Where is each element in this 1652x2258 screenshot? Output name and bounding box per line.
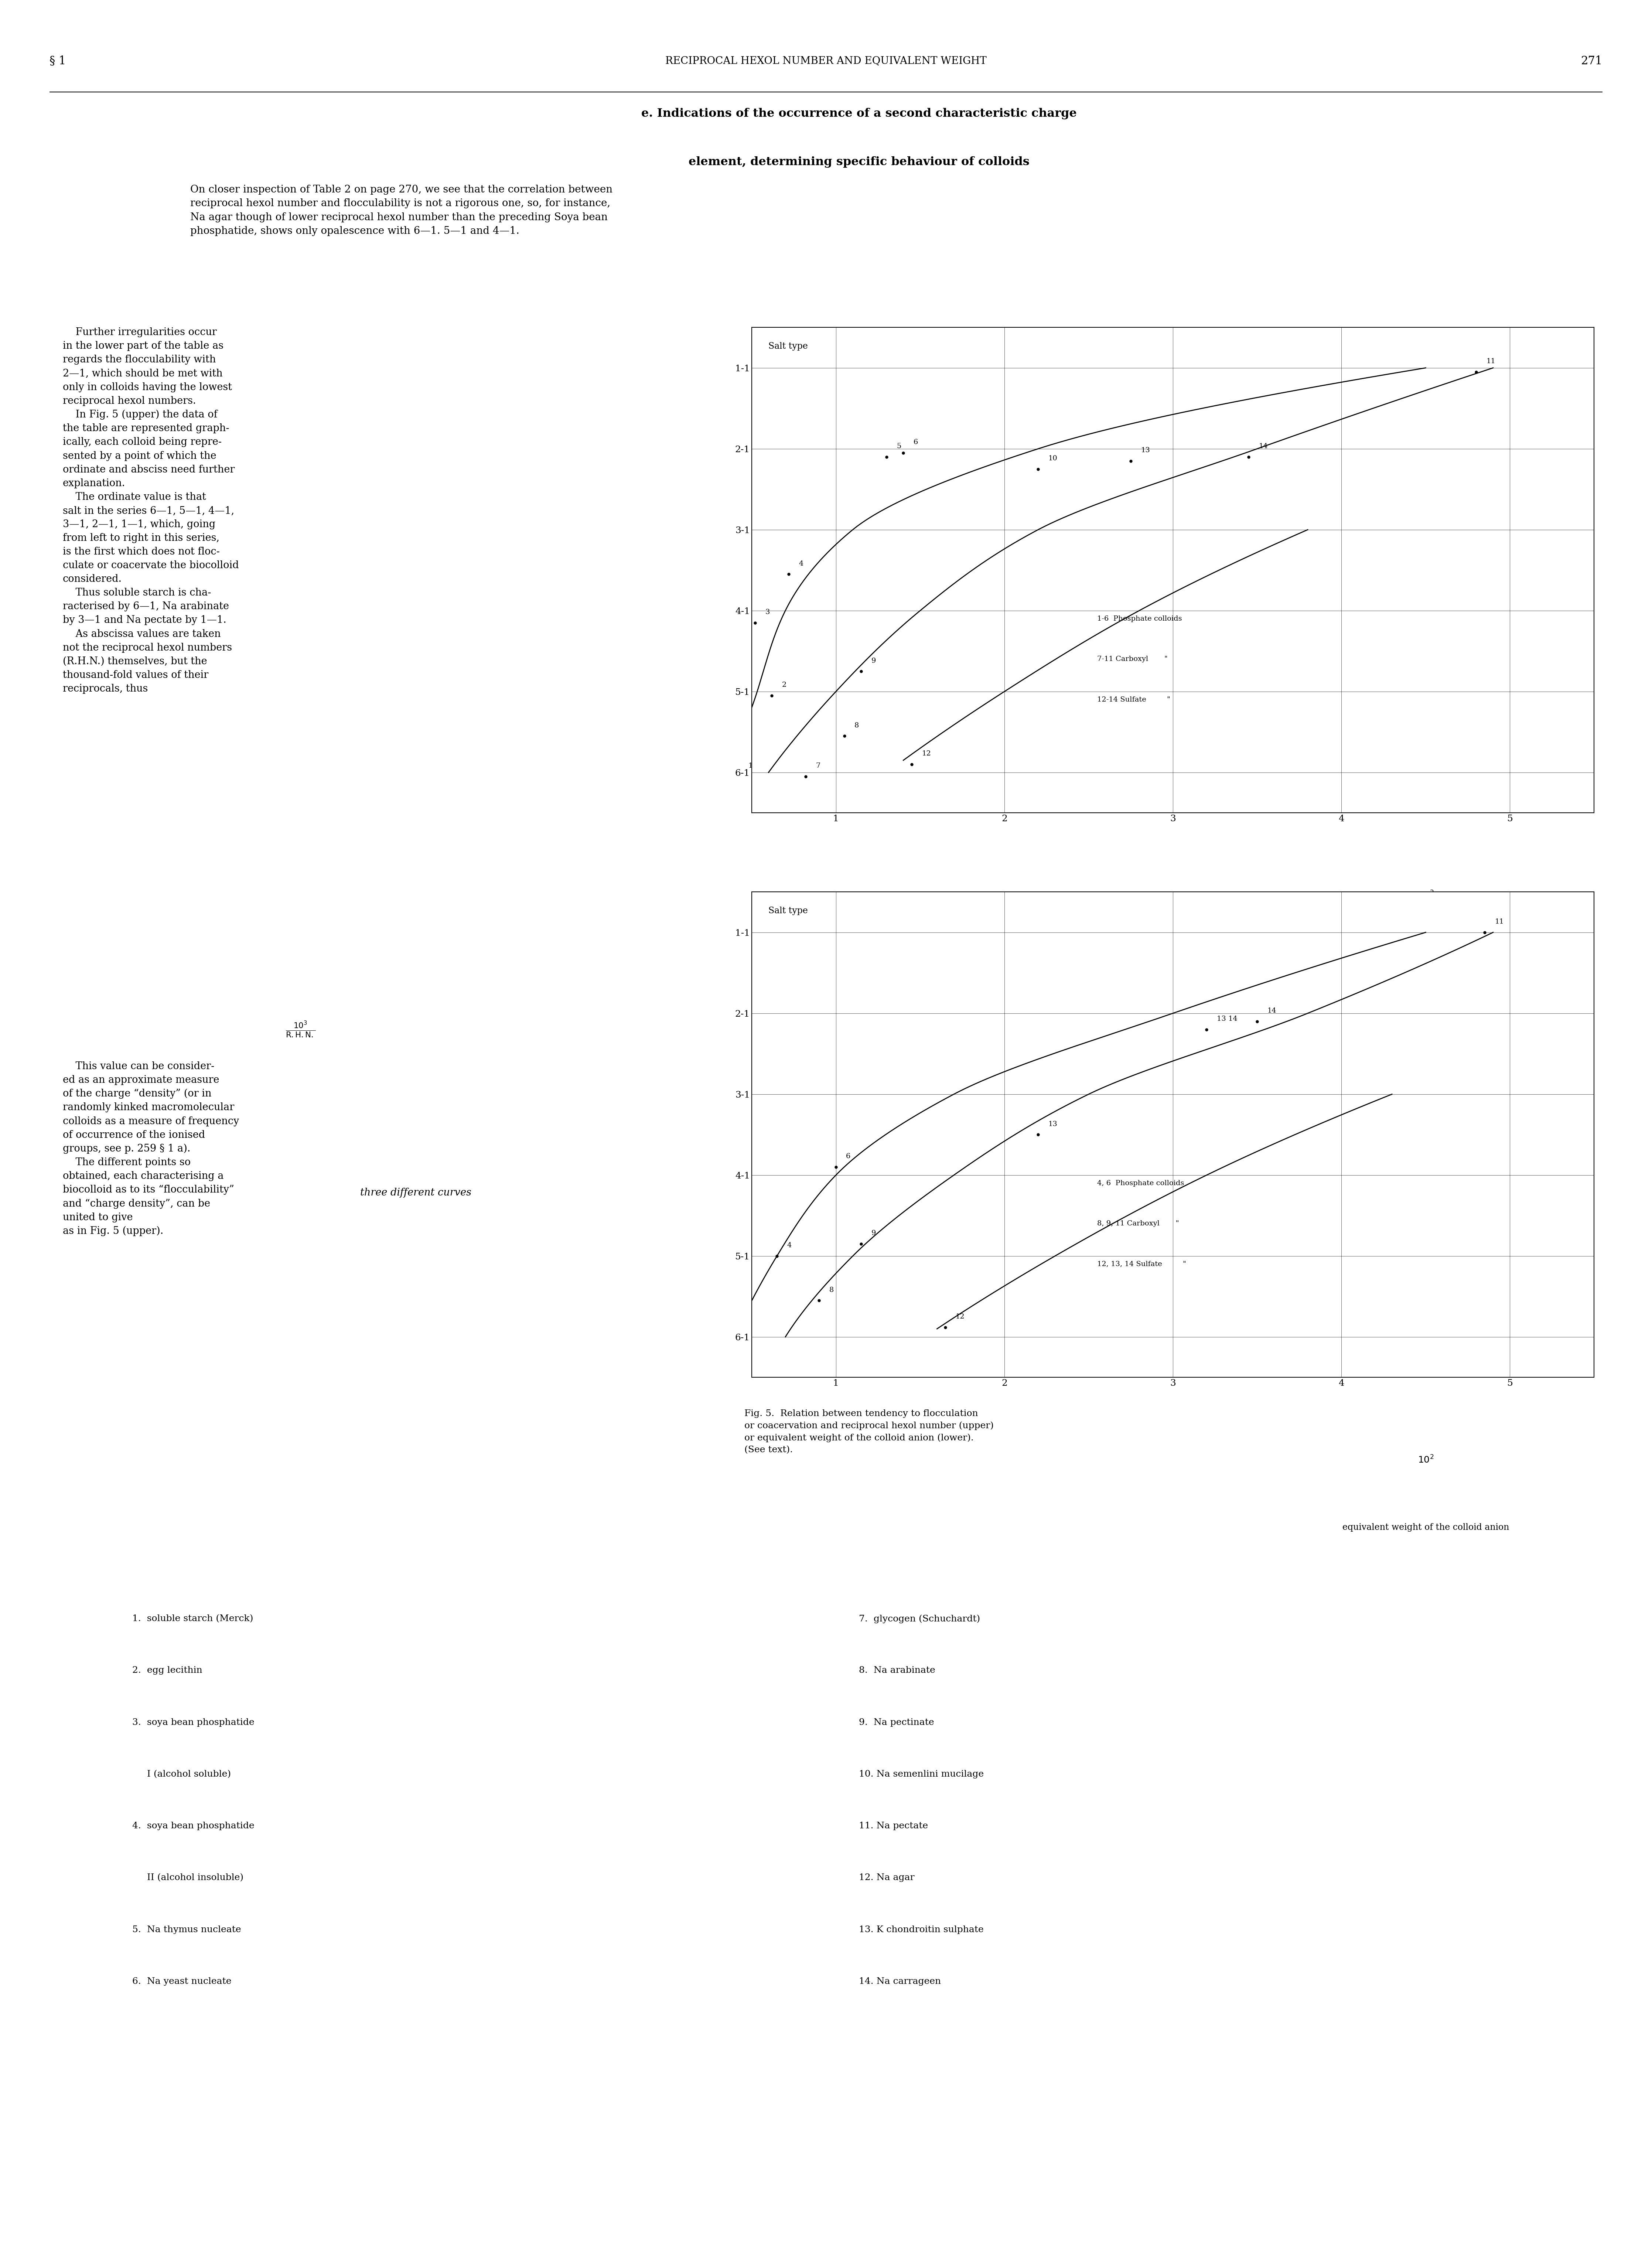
- Text: 7-11 Carboxyl       ": 7-11 Carboxyl ": [1097, 655, 1168, 662]
- Text: 13: 13: [1142, 447, 1150, 454]
- Text: 2: 2: [781, 682, 786, 689]
- Text: 7: 7: [816, 763, 821, 770]
- Text: element, determining specific behaviour of colloids: element, determining specific behaviour …: [689, 156, 1029, 167]
- Text: 14: 14: [1259, 443, 1269, 449]
- Text: $\frac{10^3}{\mathrm{R.H.N.}}$: $\frac{10^3}{\mathrm{R.H.N.}}$: [286, 1021, 316, 1039]
- Text: 271: 271: [1581, 54, 1602, 68]
- Text: 10: 10: [1049, 456, 1057, 463]
- Text: equivalent weight of the colloid anion: equivalent weight of the colloid anion: [1343, 1522, 1508, 1531]
- Text: 9.  Na pectinate: 9. Na pectinate: [859, 1718, 935, 1727]
- Text: 5: 5: [897, 443, 900, 449]
- Text: I (alcohol soluble): I (alcohol soluble): [132, 1770, 231, 1779]
- Text: 12: 12: [922, 750, 932, 756]
- Text: 12: 12: [955, 1314, 965, 1321]
- Text: 6.  Na yeast nucleate: 6. Na yeast nucleate: [132, 1978, 231, 1985]
- Text: three different curves: three different curves: [360, 1188, 471, 1197]
- Text: R.H.N.: R.H.N.: [1411, 957, 1441, 966]
- Text: 9: 9: [871, 657, 876, 664]
- Text: 2.  egg lecithin: 2. egg lecithin: [132, 1666, 202, 1675]
- Text: 7.  glycogen (Schuchardt): 7. glycogen (Schuchardt): [859, 1614, 980, 1624]
- Text: 11: 11: [1487, 359, 1495, 366]
- Text: RECIPROCAL HEXOL NUMBER AND EQUIVALENT WEIGHT: RECIPROCAL HEXOL NUMBER AND EQUIVALENT W…: [666, 56, 986, 65]
- Text: 8.  Na arabinate: 8. Na arabinate: [859, 1666, 935, 1675]
- Text: 4.  soya bean phosphatide: 4. soya bean phosphatide: [132, 1822, 254, 1831]
- Text: 11: 11: [1495, 919, 1503, 926]
- Text: 9: 9: [871, 1231, 876, 1237]
- Text: 8: 8: [829, 1287, 834, 1294]
- Text: 3.  soya bean phosphatide: 3. soya bean phosphatide: [132, 1718, 254, 1727]
- Text: II (alcohol insoluble): II (alcohol insoluble): [132, 1874, 243, 1883]
- Text: 12, 13, 14 Sulfate         ": 12, 13, 14 Sulfate ": [1097, 1260, 1186, 1267]
- Text: 8: 8: [854, 723, 859, 729]
- Text: This value can be consider-
ed as an approximate measure
of the charge “density”: This value can be consider- ed as an app…: [63, 1061, 240, 1235]
- Text: 13 14: 13 14: [1218, 1016, 1237, 1023]
- Text: 1.  soluble starch (Merck): 1. soluble starch (Merck): [132, 1614, 253, 1624]
- Text: Salt type: Salt type: [768, 341, 808, 350]
- Text: 4: 4: [800, 560, 803, 567]
- Text: Fig. 5.  Relation between tendency to flocculation
or coacervation and reciproca: Fig. 5. Relation between tendency to flo…: [745, 1409, 995, 1454]
- Text: On closer inspection of Table 2 on page 270, we see that the correlation between: On closer inspection of Table 2 on page …: [190, 185, 613, 237]
- Text: 6: 6: [914, 438, 919, 445]
- Text: 14: 14: [1267, 1007, 1277, 1014]
- Text: 1-6  Phosphate colloids: 1-6 Phosphate colloids: [1097, 616, 1181, 621]
- Text: Further irregularities occur
in the lower part of the table as
regards the flocc: Further irregularities occur in the lowe…: [63, 327, 240, 693]
- Text: 13: 13: [1049, 1120, 1057, 1127]
- Text: 4, 6  Phosphate colloids: 4, 6 Phosphate colloids: [1097, 1181, 1184, 1185]
- Text: 6: 6: [846, 1154, 851, 1161]
- Text: 13. K chondroitin sulphate: 13. K chondroitin sulphate: [859, 1926, 985, 1933]
- Text: 10. Na semenlini mucilage: 10. Na semenlini mucilage: [859, 1770, 985, 1779]
- Text: 3: 3: [765, 610, 770, 616]
- Text: 4: 4: [786, 1242, 791, 1249]
- Text: 12. Na agar: 12. Na agar: [859, 1874, 915, 1883]
- Text: 11. Na pectate: 11. Na pectate: [859, 1822, 928, 1831]
- Text: 5.  Na thymus nucleate: 5. Na thymus nucleate: [132, 1926, 241, 1933]
- Text: Salt type: Salt type: [768, 905, 808, 914]
- Text: § 1: § 1: [50, 54, 66, 68]
- Text: 8, 9, 11 Carboxyl       ": 8, 9, 11 Carboxyl ": [1097, 1219, 1180, 1226]
- Text: 12-14 Sulfate         ": 12-14 Sulfate ": [1097, 695, 1170, 702]
- Text: 14. Na carrageen: 14. Na carrageen: [859, 1978, 942, 1985]
- Text: e. Indications of the occurrence of a second characteristic charge: e. Indications of the occurrence of a se…: [641, 108, 1077, 120]
- Text: 1: 1: [748, 763, 753, 770]
- Text: $10^2$: $10^2$: [1417, 890, 1434, 901]
- Text: $10^2$: $10^2$: [1417, 1454, 1434, 1465]
